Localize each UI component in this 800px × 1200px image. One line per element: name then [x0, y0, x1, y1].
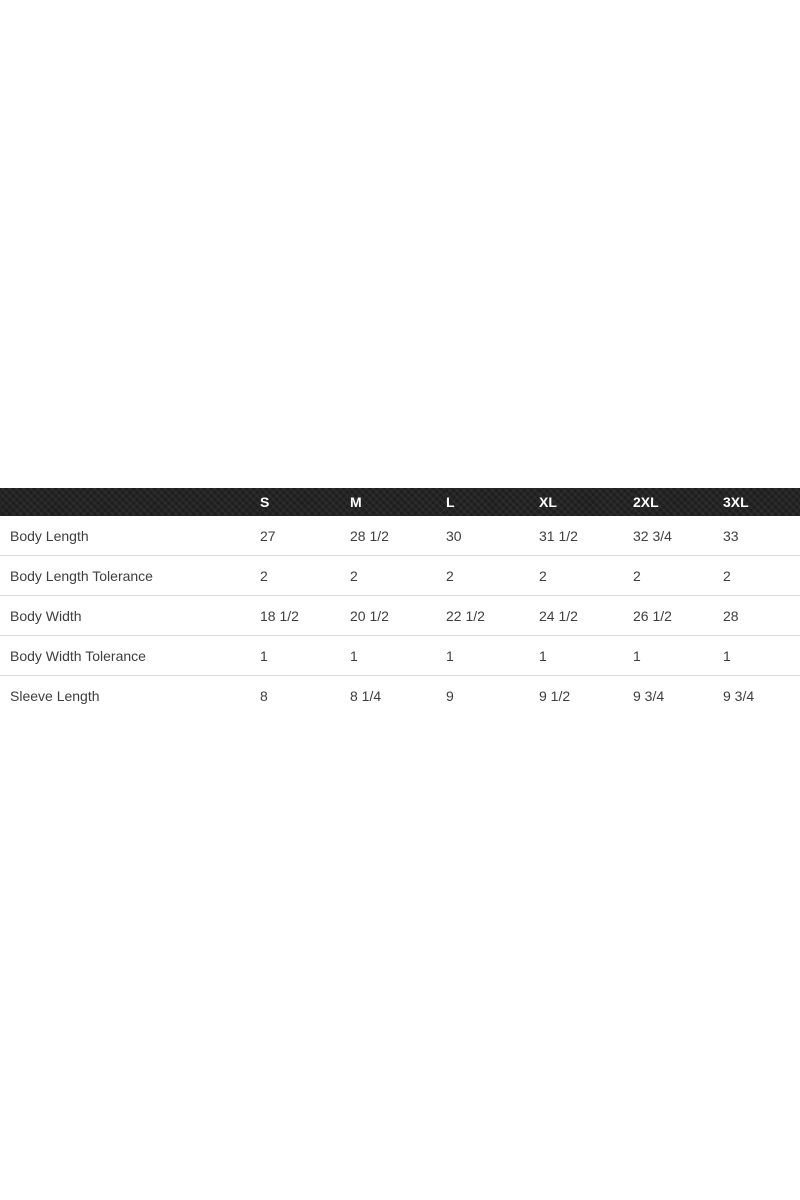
measurement-cell: 26 1/2 [633, 595, 723, 636]
table-row-body-length: Body Length 27 28 1/2 30 31 1/2 32 3/4 3… [0, 516, 800, 556]
measurement-cell: 1 [539, 635, 633, 676]
measurement-cell: 1 [723, 635, 800, 676]
measurement-cell: 22 1/2 [446, 595, 539, 636]
measurement-cell: 27 [260, 516, 350, 556]
row-label: Body Length [0, 516, 260, 556]
column-header-m: M [350, 488, 446, 516]
measurement-cell: 20 1/2 [350, 595, 446, 636]
column-header-s: S [260, 488, 350, 516]
measurement-cell: 30 [446, 516, 539, 556]
table-row-body-width-tolerance: Body Width Tolerance 1 1 1 1 1 1 [0, 635, 800, 676]
row-label: Sleeve Length [0, 675, 260, 715]
column-header-2xl: 2XL [633, 488, 723, 516]
measurement-cell: 31 1/2 [539, 516, 633, 556]
measurement-cell: 2 [446, 555, 539, 596]
measurement-cell: 8 [260, 675, 350, 715]
measurement-cell: 33 [723, 516, 800, 556]
measurement-cell: 28 [723, 595, 800, 636]
measurement-cell: 9 1/2 [539, 675, 633, 715]
column-header-l: L [446, 488, 539, 516]
measurement-cell: 2 [260, 555, 350, 596]
measurement-cell: 1 [350, 635, 446, 676]
measurement-cell: 24 1/2 [539, 595, 633, 636]
row-label: Body Width [0, 595, 260, 636]
size-chart-table: S M L XL 2XL 3XL Body Length 27 28 1/2 3… [0, 488, 800, 715]
measurement-cell: 9 3/4 [633, 675, 723, 715]
measurement-cell: 32 3/4 [633, 516, 723, 556]
measurement-cell: 2 [539, 555, 633, 596]
measurement-cell: 2 [633, 555, 723, 596]
measurement-cell: 2 [350, 555, 446, 596]
row-label: Body Length Tolerance [0, 555, 260, 596]
measurement-cell: 9 3/4 [723, 675, 800, 715]
column-header-xl: XL [539, 488, 633, 516]
column-header-3xl: 3XL [723, 488, 800, 516]
measurement-cell: 8 1/4 [350, 675, 446, 715]
header-empty-cell [0, 488, 260, 516]
table-row-body-width: Body Width 18 1/2 20 1/2 22 1/2 24 1/2 2… [0, 595, 800, 636]
measurement-cell: 28 1/2 [350, 516, 446, 556]
row-label: Body Width Tolerance [0, 635, 260, 676]
table-row-body-length-tolerance: Body Length Tolerance 2 2 2 2 2 2 [0, 555, 800, 596]
size-chart: S M L XL 2XL 3XL Body Length 27 28 1/2 3… [0, 488, 800, 715]
measurement-cell: 1 [633, 635, 723, 676]
measurement-cell: 9 [446, 675, 539, 715]
measurement-cell: 1 [446, 635, 539, 676]
table-row-sleeve-length: Sleeve Length 8 8 1/4 9 9 1/2 9 3/4 9 3/… [0, 675, 800, 715]
measurement-cell: 18 1/2 [260, 595, 350, 636]
measurement-cell: 1 [260, 635, 350, 676]
measurement-cell: 2 [723, 555, 800, 596]
size-chart-header-row: S M L XL 2XL 3XL [0, 488, 800, 516]
